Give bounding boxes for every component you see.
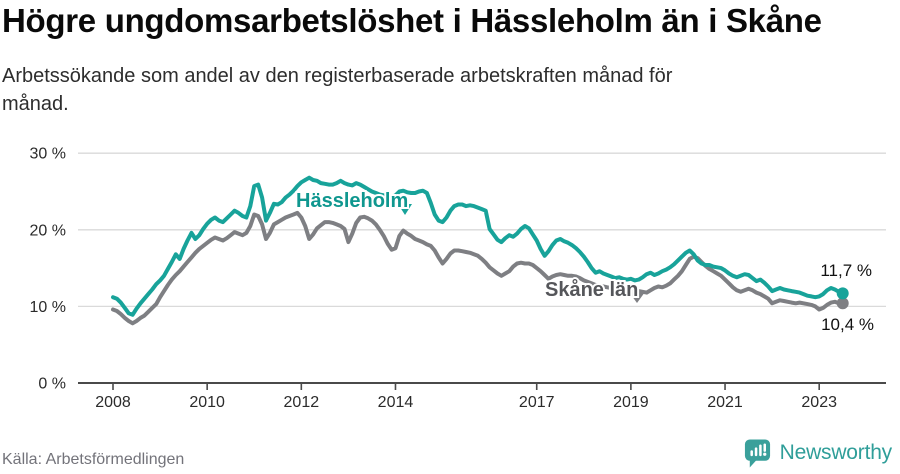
x-tick-label: 2021 [707,394,743,411]
skane-end-dot [836,297,849,310]
page-title: Högre ungdomsarbetslöshet i Hässleholm ä… [2,2,822,39]
x-tick-label: 2010 [189,394,225,411]
y-tick-label: 20 % [30,222,66,239]
y-tick-label: 10 % [30,299,66,316]
series-label-skane: Skåne län [545,278,638,301]
x-tick-label: 2012 [284,394,320,411]
y-axis-labels: 0 % 10 % 20 % 30 % [30,146,66,393]
x-tick-label: 2008 [95,394,131,411]
x-axis-labels: 2008 2010 2012 2014 2017 2019 2021 2023 [95,394,837,411]
chart-subtitle: Arbetssökande som andel av den registerb… [2,62,862,118]
newsworthy-icon [744,439,770,468]
line-hassleholm [111,175,845,317]
hassleholm-end-dot [836,287,849,300]
brand-name: Newsworthy [779,441,893,464]
subtitle-line-2: månad. [2,93,69,115]
x-tick-label: 2019 [613,394,649,411]
x-tick-label: 2014 [378,394,414,411]
gridlines [78,152,886,308]
y-tick-label: 0 % [38,376,66,393]
subtitle-line-1: Arbetssökande som andel av den registerb… [2,65,673,87]
x-tick-label: 2023 [801,394,837,411]
end-value-hassleholm: 11,7 % [820,261,872,280]
x-tick-label: 2017 [519,394,555,411]
line-skane [111,210,845,326]
hassleholm-pointer-icon [398,204,412,215]
source-note: Källa: Arbetsförmedlingen [2,451,185,468]
skane-pointer-icon [629,292,645,303]
y-tick-label: 30 % [30,146,66,163]
end-value-skane: 10,4 % [821,315,874,334]
x-axis-ticks [112,384,821,390]
series-label-hassleholm: Hässleholm [296,190,408,212]
brand-logo: Newsworthy [743,437,892,469]
